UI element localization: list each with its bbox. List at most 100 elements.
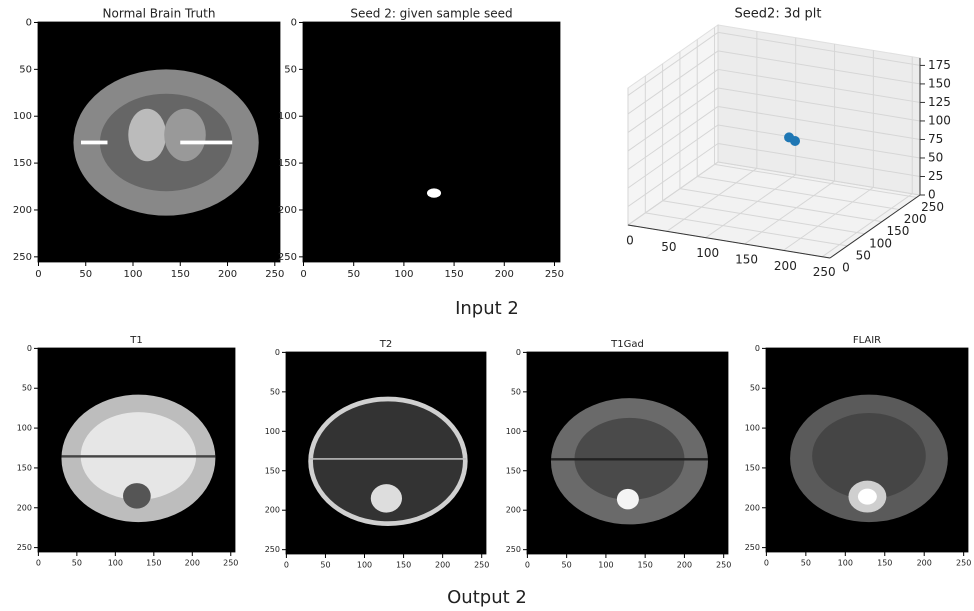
x-tick-label: 0 <box>525 560 530 569</box>
image-region <box>371 484 402 512</box>
image-region <box>617 489 639 510</box>
z-tick-label: 100 <box>928 113 951 127</box>
y-tick-label: 0 <box>26 17 32 28</box>
image-region <box>61 455 215 457</box>
x-tick-label: 100 <box>394 269 413 280</box>
x-tick-label: 150 <box>171 269 190 280</box>
x-tick-label: 100 <box>838 558 853 567</box>
y-tick-label: 200 <box>904 212 927 226</box>
x-tick-label: 150 <box>396 560 411 569</box>
chart-title: Seed2: 3d plt <box>735 7 822 22</box>
x-tick-label: 250 <box>545 269 564 280</box>
z-tick-label: 25 <box>928 169 943 183</box>
chart-title: T1Gad <box>610 339 644 350</box>
figure: Input 2 Output 2 Normal Brain Truth05010… <box>0 0 974 611</box>
x-tick-label: 150 <box>445 269 464 280</box>
image-region <box>180 141 232 145</box>
image-region <box>858 489 877 505</box>
x-tick-label: 200 <box>218 269 237 280</box>
image-region <box>551 458 708 460</box>
y-tick-label: 0 <box>516 348 521 357</box>
y-tick-label: 250 <box>13 252 32 263</box>
y-tick-label: 100 <box>17 424 32 433</box>
y-tick-label: 50 <box>750 384 760 393</box>
y-tick-label: 0 <box>842 261 850 275</box>
x-tick-label: 0 <box>626 234 634 248</box>
y-tick-label: 50 <box>22 384 32 393</box>
x-tick-label: 200 <box>495 269 514 280</box>
x-tick-label: 0 <box>764 558 769 567</box>
x-tick-label: 50 <box>562 560 572 569</box>
image-region <box>81 141 107 145</box>
y-tick-label: 200 <box>265 506 280 515</box>
x-tick-label: 150 <box>877 558 892 567</box>
x-tick-label: 50 <box>72 558 82 567</box>
x-tick-label: 200 <box>917 558 932 567</box>
y-tick-label: 250 <box>17 543 32 552</box>
y-tick-label: 100 <box>278 111 297 122</box>
x-tick-label: 250 <box>956 558 971 567</box>
point <box>790 136 800 146</box>
y-tick-label: 50 <box>284 64 297 75</box>
chart-title: Normal Brain Truth <box>103 7 216 21</box>
y-tick-label: 50 <box>856 248 871 262</box>
y-tick-label: 100 <box>869 236 892 250</box>
y-tick-label: 150 <box>886 224 909 238</box>
y-tick-label: 0 <box>275 348 280 357</box>
y-tick-label: 200 <box>745 503 760 512</box>
x-tick-label: 50 <box>801 558 811 567</box>
z-tick-label: 75 <box>928 132 943 146</box>
y-tick-label: 250 <box>506 545 521 554</box>
x-tick-label: 100 <box>696 246 719 260</box>
y-tick-label: 150 <box>265 466 280 475</box>
y-tick-label: 150 <box>506 466 521 475</box>
x-tick-label: 50 <box>347 269 360 280</box>
chart-title: Seed 2: given sample seed <box>350 7 512 21</box>
x-tick-label: 250 <box>813 265 836 279</box>
y-tick-label: 150 <box>745 463 760 472</box>
x-tick-label: 0 <box>35 269 41 280</box>
image-background <box>303 22 560 262</box>
y-tick-label: 150 <box>17 463 32 472</box>
y-tick-label: 50 <box>270 387 280 396</box>
z-tick-label: 0 <box>928 188 936 202</box>
x-tick-label: 150 <box>735 253 758 267</box>
z-tick-label: 150 <box>928 76 951 90</box>
x-tick-label: 100 <box>108 558 123 567</box>
x-tick-label: 150 <box>146 558 161 567</box>
y-tick-label: 150 <box>13 158 32 169</box>
x-tick-label: 50 <box>320 560 330 569</box>
x-tick-label: 200 <box>774 259 797 273</box>
x-tick-label: 0 <box>36 558 41 567</box>
image-region <box>123 483 151 509</box>
chart-title: FLAIR <box>853 335 881 346</box>
x-tick-label: 0 <box>300 269 306 280</box>
chart-title: T2 <box>379 339 392 350</box>
y-tick-label: 0 <box>291 17 297 28</box>
image-region <box>427 188 441 197</box>
y-tick-label: 0 <box>755 344 760 353</box>
x-tick-label: 0 <box>284 560 289 569</box>
x-tick-label: 100 <box>357 560 372 569</box>
x-tick-label: 200 <box>435 560 450 569</box>
x-tick-label: 100 <box>598 560 613 569</box>
chart-title: T1 <box>129 335 142 346</box>
y-tick-label: 50 <box>19 64 32 75</box>
x-tick-label: 50 <box>79 269 92 280</box>
y-tick-label: 50 <box>511 387 521 396</box>
x-tick-label: 250 <box>223 558 238 567</box>
x-tick-label: 200 <box>185 558 200 567</box>
x-tick-label: 250 <box>265 269 284 280</box>
y-tick-label: 200 <box>13 205 32 216</box>
image-region <box>310 458 466 460</box>
y-tick-label: 200 <box>278 205 297 216</box>
image-region <box>128 109 166 162</box>
z-tick-label: 175 <box>928 58 951 72</box>
z-tick-label: 50 <box>928 150 943 164</box>
x-tick-label: 150 <box>638 560 653 569</box>
y-tick-label: 100 <box>13 111 32 122</box>
y-tick-label: 250 <box>921 200 944 214</box>
y-tick-label: 0 <box>27 344 32 353</box>
x-tick-label: 250 <box>716 560 731 569</box>
image-region <box>164 109 206 162</box>
